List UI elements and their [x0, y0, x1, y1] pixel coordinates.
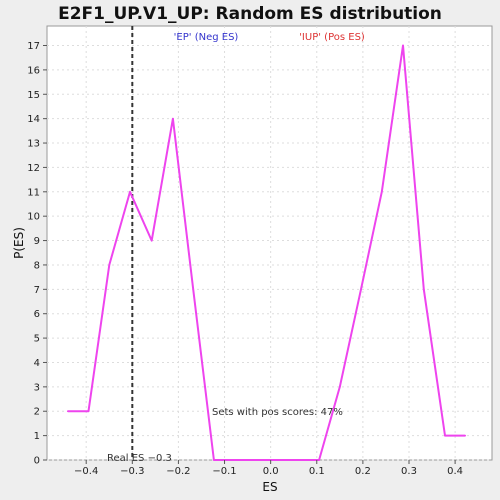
x-tick-label: 0.2 — [355, 466, 371, 477]
series-group — [66, 44, 467, 461]
x-tick-label: −0.2 — [166, 466, 190, 477]
y-tick-label: 15 — [27, 90, 40, 101]
data-point — [129, 190, 131, 193]
data-point — [360, 288, 362, 291]
y-tick-label: 16 — [27, 65, 40, 76]
data-point — [296, 459, 299, 461]
y-tick-label: 6 — [34, 309, 40, 320]
y-tick-label: 1 — [34, 431, 40, 442]
y-tick-label: 17 — [27, 41, 40, 52]
chart-title: E2F1_UP.V1_UP: Random ES distribution — [58, 4, 442, 24]
x-tick-label: 0.1 — [309, 466, 325, 477]
data-point — [339, 386, 341, 388]
data-point — [464, 434, 467, 437]
x-tick-label: 0.3 — [401, 466, 417, 477]
y-axis-label: P(ES) — [12, 227, 26, 259]
y-tick-label: 5 — [34, 334, 40, 345]
y-tick-label: 2 — [34, 407, 40, 418]
data-point — [422, 288, 425, 291]
y-tick-label: 8 — [34, 260, 40, 271]
y-tick-label: 4 — [34, 358, 40, 369]
data-point — [150, 239, 153, 242]
x-axis-label: ES — [262, 480, 277, 494]
y-tick-label: 10 — [27, 212, 40, 223]
y-tick-label: 3 — [34, 382, 40, 393]
y-tick-label: 13 — [27, 139, 40, 150]
data-point — [172, 117, 174, 120]
x-tick-label: −0.1 — [212, 466, 236, 477]
real-es-label: Real ES −0.3 — [107, 453, 172, 464]
pos-es-label: 'IUP' (Pos ES) — [299, 32, 365, 43]
x-tick-label: 0.0 — [263, 466, 279, 477]
y-tick-label: 11 — [27, 187, 40, 198]
data-point — [402, 44, 404, 47]
data-point — [108, 264, 111, 266]
y-tick-label: 14 — [27, 114, 40, 125]
y-tick-label: 0 — [34, 456, 40, 467]
x-tick-label: −0.3 — [120, 466, 144, 477]
data-point — [444, 434, 446, 437]
x-tick-label: 0.4 — [447, 466, 463, 477]
plot-area — [46, 25, 493, 461]
y-tick-label: 7 — [34, 285, 40, 296]
pos-scores-annotation: Sets with pos scores: 47% — [212, 407, 343, 418]
data-point — [254, 459, 257, 461]
data-point — [275, 459, 278, 461]
data-point — [192, 288, 194, 291]
data-point — [233, 459, 236, 461]
grid-lines — [47, 26, 492, 461]
x-tick-label: −0.4 — [74, 466, 98, 477]
neg-es-label: 'EP' (Neg ES) — [174, 32, 239, 43]
data-point — [213, 459, 215, 461]
data-point — [380, 190, 383, 193]
data-point — [318, 459, 320, 461]
series-line — [67, 44, 466, 461]
data-point — [66, 410, 69, 413]
y-tick-label: 12 — [27, 163, 40, 174]
y-tick-label: 9 — [34, 236, 40, 247]
data-point — [87, 410, 90, 413]
